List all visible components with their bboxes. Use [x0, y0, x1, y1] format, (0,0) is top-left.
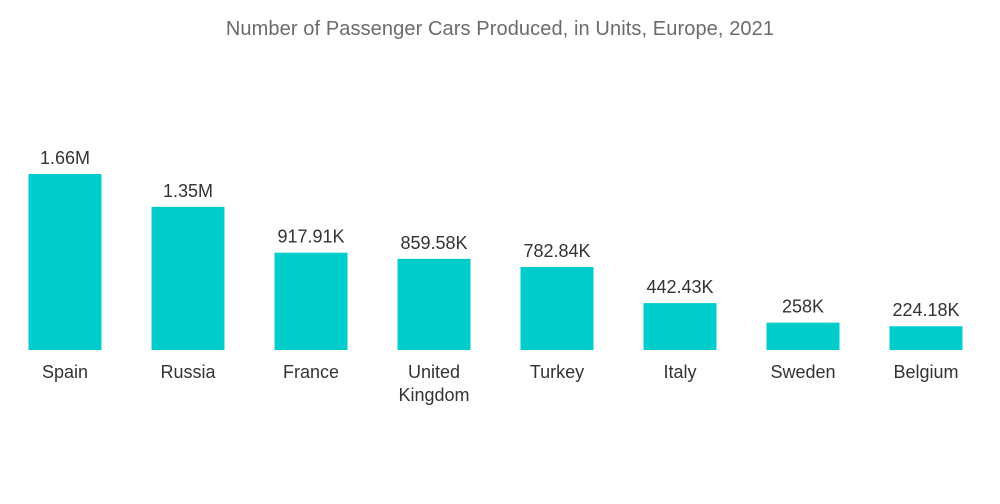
category-label-turkey: Turkey — [530, 362, 584, 382]
bar-belgium — [889, 326, 963, 350]
value-label-russia: 1.35M — [163, 181, 213, 201]
category-label-italy: Italy — [663, 362, 696, 382]
bar-united-kingdom — [397, 258, 471, 350]
value-label-italy: 442.43K — [646, 277, 713, 297]
bar-italy — [643, 303, 717, 350]
chart-title: Number of Passenger Cars Produced, in Un… — [225, 18, 775, 40]
bar-sweden — [766, 322, 840, 350]
category-label-united-kingdom: United Kingdom — [398, 362, 469, 405]
bar-russia — [151, 206, 225, 350]
category-label-belgium: Belgium — [893, 362, 958, 382]
category-label-france: France — [283, 362, 339, 382]
value-label-united-kingdom: 859.58K — [400, 233, 467, 253]
value-label-spain: 1.66M — [40, 148, 90, 168]
value-labels-layer: 1.66M 1.35M 917.91K 859.58K 782.84K 442.43K 25… — [40, 148, 960, 320]
value-label-belgium: 224.18K — [892, 300, 959, 320]
bars-layer — [28, 174, 963, 350]
bar-spain — [28, 174, 102, 350]
category-label-spain: Spain — [42, 362, 88, 382]
bar-turkey — [520, 267, 594, 350]
category-labels-layer: Spain Russia France United Kingdom Turkey Ital… — [42, 362, 959, 405]
value-label-france: 917.91K — [277, 227, 344, 247]
value-label-turkey: 782.84K — [523, 241, 590, 261]
category-label-sweden: Sweden — [770, 362, 835, 382]
value-label-sweden: 258K — [782, 297, 824, 317]
bar-france — [274, 252, 348, 350]
category-label-russia: Russia — [160, 362, 216, 382]
